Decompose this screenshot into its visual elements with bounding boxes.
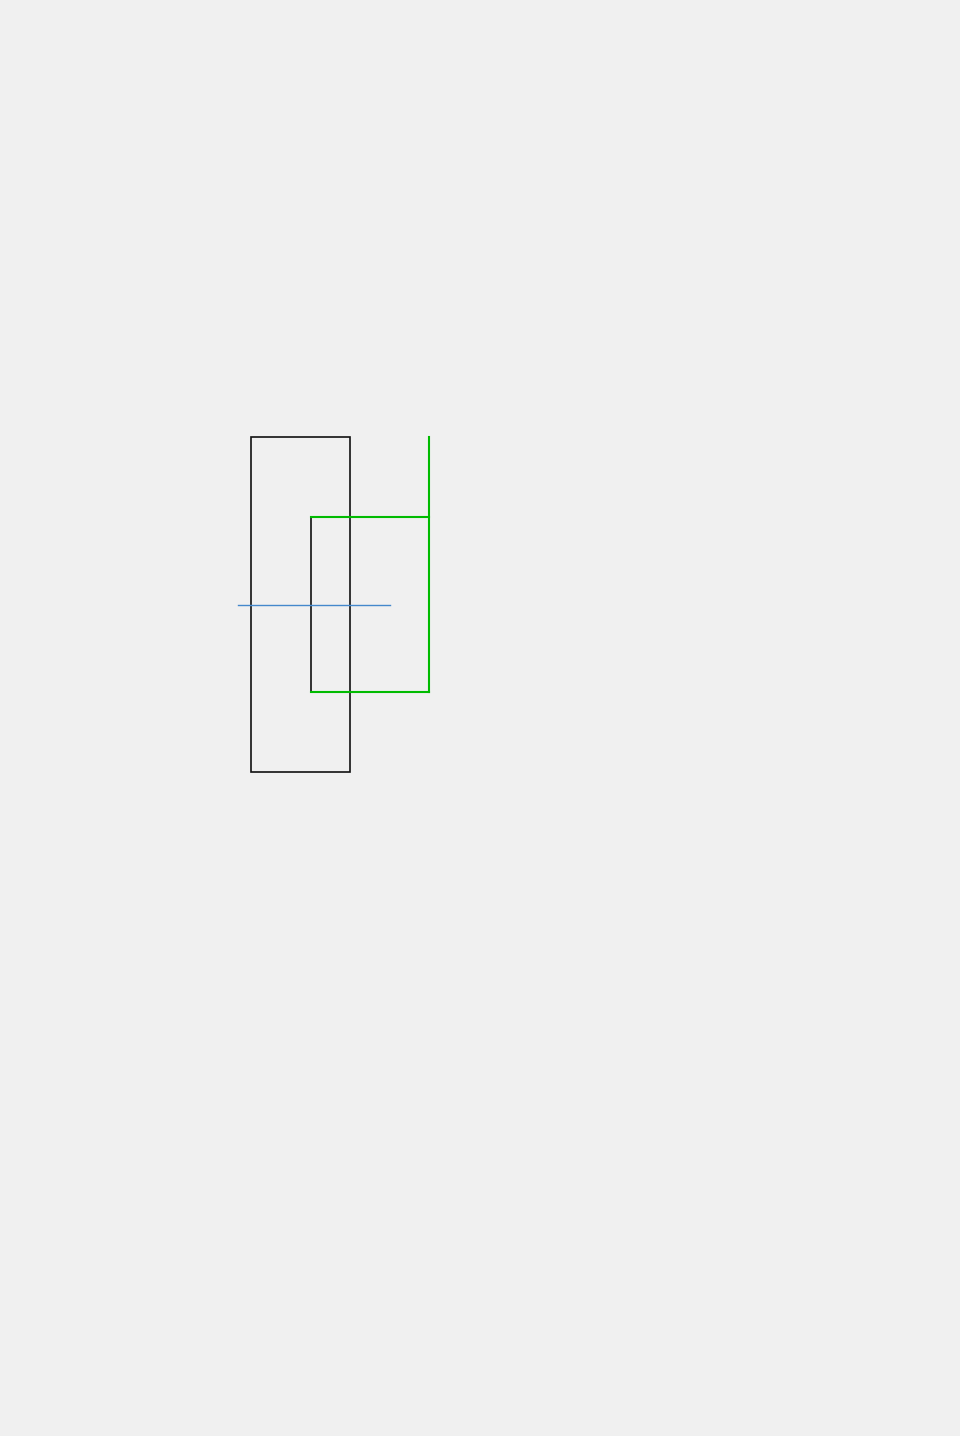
Bar [226,322,850,323]
FancyBboxPatch shape [226,309,850,926]
Text: Display Power Dimensioning Dialog: Display Power Dimensioning Dialog [260,841,445,852]
Bar [226,323,850,325]
Bar [226,319,850,320]
Text: ø4··: ø4·· [408,584,422,593]
Text: Parallel: Parallel [253,363,291,372]
FancyBboxPatch shape [163,1109,312,1218]
Text: Half Shaft: Half Shaft [540,534,598,547]
Text: Select objects [Block]:: Select objects [Block]: [403,1110,579,1124]
Text: Place Dimensions Inside Contour: Place Dimensions Inside Contour [540,589,734,602]
Bar [226,333,850,335]
FancyBboxPatch shape [395,348,524,388]
Text: ): ) [924,175,930,190]
Text: OK: OK [463,869,481,883]
Text: Help: Help [746,869,774,883]
Bar [226,346,850,348]
Bar [226,343,850,345]
Text: 18: 18 [896,1391,917,1410]
Text: Snap Nearest, indicar o ponto P4.: Snap Nearest, indicar o ponto P4. [805,1261,960,1275]
FancyBboxPatch shape [29,1055,110,1271]
Text: ▼: ▼ [767,442,775,451]
Text: P4: P4 [398,1027,420,1041]
Text: Selecione o objeto P1.: Selecione o objeto P1. [579,1060,749,1074]
Text: Multiple Dimensioning: Multiple Dimensioning [699,175,869,190]
FancyBboxPatch shape [311,348,391,388]
Bar [226,337,850,339]
Text: Selecione o objeto P3.: Selecione o objeto P3. [579,1160,749,1175]
FancyBboxPatch shape [420,1117,475,1209]
Text: Selecione o objeto P2.: Selecione o objeto P2. [579,1110,749,1124]
Text: Rearrange into a New Style: Rearrange into a New Style [601,841,743,852]
Text: Annotate,: Annotate, [556,175,631,190]
FancyBboxPatch shape [884,177,918,208]
FancyBboxPatch shape [518,531,531,550]
FancyBboxPatch shape [518,586,531,605]
FancyBboxPatch shape [110,1084,163,1242]
Text: Command: _amautodim: Command: _amautodim [403,1002,587,1018]
Bar [226,314,850,316]
Bar [226,329,850,330]
Bar [226,348,850,349]
Text: ø4··: ø4·· [382,557,396,566]
Text: Select objects [Block]:: Select objects [Block]: [403,1211,579,1225]
FancyBboxPatch shape [312,1084,350,1242]
FancyBboxPatch shape [815,313,842,348]
FancyBboxPatch shape [574,426,785,467]
Text: Através do comando: Através do comando [436,101,599,115]
Text: Shaft (Front View): Shaft (Front View) [582,442,682,451]
Text: P1: P1 [46,1027,68,1041]
Bar [226,317,850,319]
Text: (: ( [869,175,879,190]
Text: Select Additional Contour: Select Additional Contour [601,885,734,895]
Bar [226,326,850,327]
Bar [226,309,850,310]
Bar [226,350,850,352]
Text: Tecle Enter.: Tecle Enter. [579,1211,667,1225]
Bar [226,342,850,343]
FancyBboxPatch shape [475,1134,590,1192]
Text: Automatic Dimensioning,: Automatic Dimensioning, [891,237,960,251]
Text: 21-: 21- [403,101,436,115]
Text: Type: Type [518,424,547,437]
Text: Shaft / Symmetric: Shaft / Symmetric [413,363,506,372]
FancyBboxPatch shape [237,348,307,388]
FancyBboxPatch shape [590,1124,667,1202]
FancyBboxPatch shape [238,405,499,804]
Text: Select objects [Block]:: Select objects [Block]: [403,1160,579,1175]
Text: Após executar o comando, será mostrado o Quadro de Diálogo: Após executar o comando, será mostrado o… [403,237,891,253]
FancyBboxPatch shape [581,880,593,899]
Bar [226,313,850,314]
Text: Shaft Dimensioning,: Shaft Dimensioning, [599,101,754,115]
Text: selecionar a opção indicada na figura abaixo.: selecionar a opção indicada na figura ab… [403,276,751,290]
Text: AutoCAD Mechanical – Acelerando seus projetos 2D: AutoCAD Mechanical – Acelerando seus pro… [492,32,917,46]
Text: adicionar ao eixo as dimensões de diâmetro.: adicionar ao eixo as dimensões de diâmet… [754,101,960,115]
Text: escolha: escolha [631,175,699,190]
Text: Na Barra de menus: Na Barra de menus [403,175,556,190]
Text: X: X [825,326,832,335]
FancyBboxPatch shape [884,177,918,184]
Text: Select Centerline or new starting point: Utilizando o: Select Centerline or new starting point:… [403,1261,805,1275]
Text: Cancel: Cancel [594,869,637,883]
FancyBboxPatch shape [246,432,434,784]
FancyBboxPatch shape [240,837,252,856]
Text: P3: P3 [283,1027,305,1041]
Text: Ordinate: Ordinate [328,363,373,372]
Text: Select objects [Block]:: Select objects [Block]: [403,1060,579,1074]
Text: ▲  Automatic Dimensioning: ▲ Automatic Dimensioning [237,322,399,336]
Text: P2: P2 [146,1027,168,1041]
FancyBboxPatch shape [350,1099,420,1228]
FancyBboxPatch shape [581,837,593,856]
